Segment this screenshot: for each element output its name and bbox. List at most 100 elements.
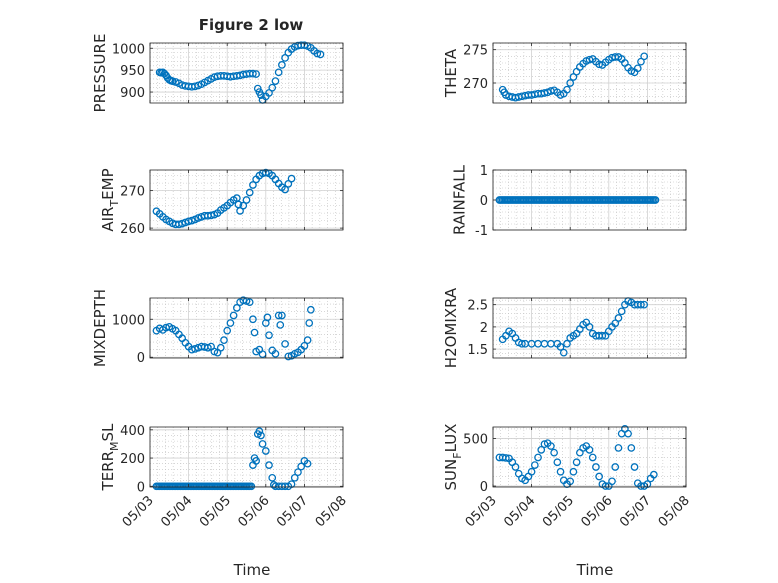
y-tick-label: 0 [137, 351, 145, 366]
data-point [651, 196, 660, 204]
data-point [585, 446, 594, 454]
data-point [239, 201, 248, 210]
data-point [257, 431, 265, 440]
subplot-h2omixra: 1.5 2 2.5 H2OMIXRA [442, 287, 687, 368]
data-point [530, 461, 539, 469]
axes-box [149, 426, 344, 488]
data-point [250, 328, 259, 337]
axes-box [492, 42, 687, 104]
data-point [556, 467, 565, 476]
data-point [261, 447, 270, 455]
data-point [640, 300, 649, 309]
data-point [290, 473, 299, 482]
data-point [207, 211, 215, 220]
data-point [229, 311, 238, 320]
data-point [630, 463, 639, 471]
data-point [305, 319, 314, 327]
data-point [168, 77, 177, 85]
data-point [276, 321, 285, 329]
y-tick-label: 400 [120, 424, 145, 439]
data-point [265, 331, 273, 340]
data-point [624, 429, 632, 438]
data-point [294, 468, 302, 477]
data-point [598, 331, 607, 340]
data-point [633, 64, 642, 73]
data-point [274, 311, 283, 320]
data-point [614, 314, 623, 322]
data-point [257, 91, 265, 99]
data-point [649, 470, 658, 479]
data-point [566, 79, 575, 87]
plot-area [150, 298, 343, 358]
figure-title: Figure 2 low [199, 16, 304, 34]
data-point [316, 50, 325, 59]
data-point [271, 349, 280, 358]
data-point [611, 319, 620, 328]
data-point [261, 168, 270, 177]
data-point [511, 463, 520, 471]
data-point [226, 319, 235, 327]
data-series [498, 297, 649, 357]
data-point [191, 82, 199, 91]
data-point [287, 174, 296, 183]
y-tick-label: 0 [480, 480, 488, 495]
data-point [588, 453, 597, 462]
tick-marks [492, 427, 687, 487]
data-point [255, 427, 264, 436]
y-tick-label: 275 [463, 44, 488, 59]
axes-box [492, 297, 687, 359]
data-point [249, 181, 257, 189]
y-tick-label: 500 [463, 432, 488, 447]
x-axis-label-left: Time [233, 561, 271, 579]
data-point [572, 458, 581, 467]
data-point [216, 343, 225, 352]
axes-box [149, 297, 344, 359]
data-series [498, 52, 649, 102]
y-axis-label: PRESSURE [91, 34, 109, 113]
data-point [313, 49, 322, 58]
axes-box [149, 169, 344, 231]
y-tick-label: 260 [120, 222, 145, 237]
y-tick-label: 1000 [112, 313, 145, 328]
data-point [527, 467, 536, 476]
data-point [550, 448, 558, 457]
y-axis-label: SUNFLUX [442, 424, 464, 491]
data-point [611, 463, 620, 471]
y-axis-label: TERRMSL [99, 423, 121, 492]
tick-marks [492, 298, 687, 358]
y-tick-label: 1.5 [467, 343, 488, 358]
data-point [637, 57, 645, 66]
y-tick-label: 950 [120, 64, 145, 79]
data-point [563, 339, 571, 348]
tick-marks [149, 170, 344, 230]
y-axis-label: RAINFALL [450, 164, 468, 235]
data-point [281, 185, 289, 194]
data-point [502, 454, 510, 462]
data-point [559, 348, 568, 357]
x-axis-label-right: Time [576, 561, 614, 579]
data-point [263, 313, 272, 322]
data-point [300, 41, 309, 50]
data-point [553, 458, 562, 467]
data-point [220, 336, 228, 344]
tick-marks [149, 43, 344, 103]
data-point [556, 343, 565, 351]
data-point [306, 305, 315, 314]
y-tick-label: 900 [120, 86, 145, 101]
data-point [300, 341, 309, 350]
y-axis-label: AIRTEMP [99, 168, 121, 231]
data-point [592, 463, 600, 471]
data-point [278, 61, 286, 69]
data-point [223, 326, 232, 335]
data-point [585, 323, 594, 331]
y-tick-label: 2.5 [467, 299, 488, 314]
data-point [258, 350, 267, 359]
y-tick-label: 0 [137, 480, 145, 495]
data-point [627, 444, 636, 452]
plot-area [150, 427, 343, 487]
data-point [271, 77, 280, 85]
y-tick-label: 270 [120, 185, 145, 200]
data-point [274, 68, 283, 77]
